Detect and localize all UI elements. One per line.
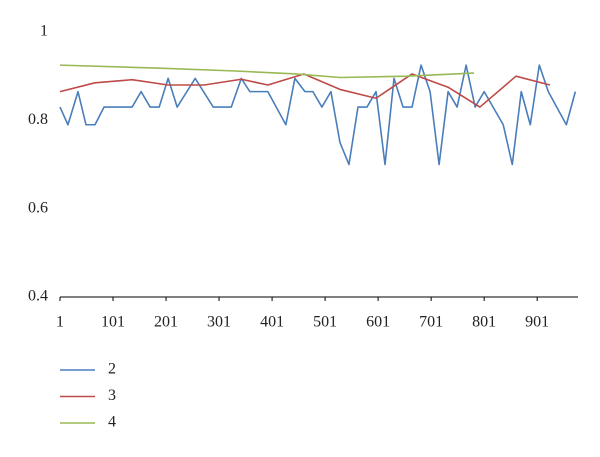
- x-tick-label: 301: [207, 314, 231, 331]
- x-tick-label: 801: [472, 314, 496, 331]
- legend-label: 4: [108, 414, 116, 431]
- x-tick-label: 101: [101, 314, 125, 331]
- x-tick-label: 601: [366, 314, 390, 331]
- legend-label: 2: [108, 361, 116, 378]
- series-line: [59, 64, 577, 166]
- y-tick-label: 1: [40, 23, 48, 40]
- y-tick-label: 0.4: [28, 288, 48, 305]
- x-tick-label: 401: [260, 314, 284, 331]
- x-tick-label: 501: [313, 314, 337, 331]
- x-tick-label: 901: [525, 314, 549, 331]
- legend-label: 3: [108, 387, 116, 404]
- y-tick-label: 0.8: [28, 111, 48, 128]
- y-tick-label: 0.6: [28, 199, 48, 216]
- x-tick-label: 701: [419, 314, 443, 331]
- x-tick-label: 201: [154, 314, 178, 331]
- x-tick-label: 1: [56, 314, 64, 331]
- series-line: [59, 64, 475, 79]
